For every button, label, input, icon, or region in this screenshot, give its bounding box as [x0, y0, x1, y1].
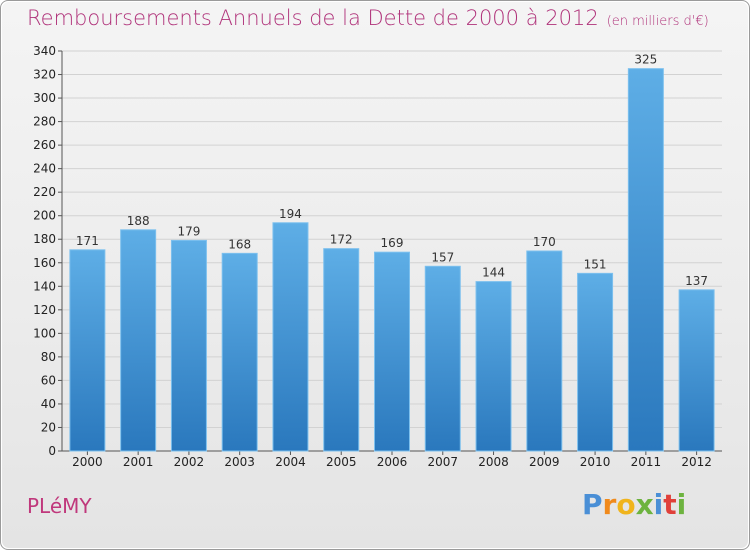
y-tick-label: 200	[33, 209, 56, 223]
bar-2011	[627, 68, 664, 452]
data-label-2008: 144	[482, 266, 505, 280]
proxiti-logo: Proxiti	[582, 488, 686, 521]
x-tick-label-2003: 2003	[224, 455, 255, 469]
y-tick-label: 40	[41, 397, 56, 411]
data-label-2001: 188	[127, 214, 150, 228]
y-tick-label: 320	[33, 68, 56, 82]
data-label-2010: 151	[584, 257, 607, 271]
data-label-2000: 171	[76, 234, 99, 248]
data-label-2009: 170	[533, 235, 556, 249]
data-label-2003: 168	[228, 237, 251, 251]
bar-2007	[424, 265, 461, 452]
commune-name: PLéMY	[27, 494, 92, 518]
bar-2002	[170, 239, 207, 452]
x-tick-label-2004: 2004	[275, 455, 306, 469]
data-label-2004: 194	[279, 207, 302, 221]
bar-2003	[221, 252, 258, 452]
bar-2005	[323, 248, 360, 452]
chart-title: Remboursements Annuels de la Dette de 20…	[27, 6, 709, 30]
data-label-2002: 179	[177, 224, 200, 238]
y-tick-label: 300	[33, 91, 56, 105]
y-tick-label: 280	[33, 115, 56, 129]
x-tick-label-2011: 2011	[631, 455, 662, 469]
data-label-2005: 172	[330, 233, 353, 247]
logo-letter: P	[582, 488, 603, 521]
x-tick-label-2000: 2000	[72, 455, 103, 469]
chart-unit: (en milliers d'€)	[606, 14, 709, 29]
y-tick-label: 140	[33, 279, 56, 293]
y-tick-label: 240	[33, 162, 56, 176]
logo-letter: i	[653, 488, 664, 521]
y-tick-label: 120	[33, 303, 56, 317]
y-tick-label: 80	[41, 350, 56, 364]
y-tick-label: 20	[41, 420, 56, 434]
x-tick-label-2009: 2009	[529, 455, 560, 469]
bar-2009	[526, 250, 563, 452]
bar-2001	[120, 229, 157, 452]
y-tick-label: 160	[33, 256, 56, 270]
x-tick-label-2007: 2007	[427, 455, 458, 469]
bar-2004	[272, 222, 309, 452]
x-tick-label-2008: 2008	[478, 455, 509, 469]
logo-letter: x	[635, 488, 654, 521]
x-tick-label-2006: 2006	[377, 455, 408, 469]
logo-letter: t	[663, 488, 677, 521]
logo-letter: r	[602, 488, 617, 521]
data-label-2006: 169	[381, 236, 404, 250]
bar-2006	[374, 251, 410, 452]
y-tick-label: 220	[33, 185, 56, 199]
logo-letter: i	[676, 488, 687, 521]
data-label-2007: 157	[431, 250, 454, 264]
x-tick-label-2002: 2002	[174, 455, 205, 469]
y-tick-label: 60	[41, 373, 56, 387]
y-tick-label: 340	[33, 44, 56, 58]
bar-2010	[577, 272, 614, 452]
x-tick-label-2010: 2010	[580, 455, 611, 469]
chart-title-text: Remboursements Annuels de la Dette de 20…	[27, 6, 599, 30]
bar-2000	[69, 249, 106, 452]
data-label-2012: 137	[685, 274, 708, 288]
x-tick-label-2012: 2012	[681, 455, 712, 469]
x-tick-label-2001: 2001	[123, 455, 154, 469]
y-tick-label: 100	[33, 326, 56, 340]
y-tick-label: 0	[48, 444, 56, 458]
y-tick-label: 260	[33, 138, 56, 152]
data-label-2011: 325	[634, 53, 657, 67]
bar-2012	[678, 289, 715, 452]
bar-2008	[475, 281, 512, 452]
logo-letter: o	[616, 488, 636, 521]
y-tick-label: 180	[33, 232, 56, 246]
x-tick-label-2005: 2005	[326, 455, 357, 469]
